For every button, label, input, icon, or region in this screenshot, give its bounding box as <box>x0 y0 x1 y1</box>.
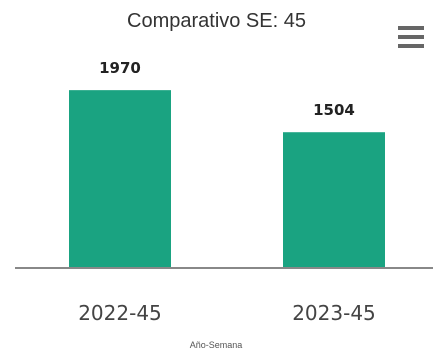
bar-2023-45[interactable] <box>283 132 385 268</box>
x-axis-title: Año-Semana <box>190 340 243 350</box>
bar-2022-45[interactable] <box>69 90 171 269</box>
chart-menu-button[interactable] <box>398 26 424 48</box>
chart-title: Comparativo SE: 45 <box>127 10 306 32</box>
data-label-2023-45: 1504 <box>313 101 355 119</box>
data-label-2022-45: 1970 <box>99 59 141 77</box>
x-tick-label-2022-45: 2022-45 <box>78 301 162 325</box>
x-tick-label-2023-45: 2023-45 <box>292 301 376 325</box>
